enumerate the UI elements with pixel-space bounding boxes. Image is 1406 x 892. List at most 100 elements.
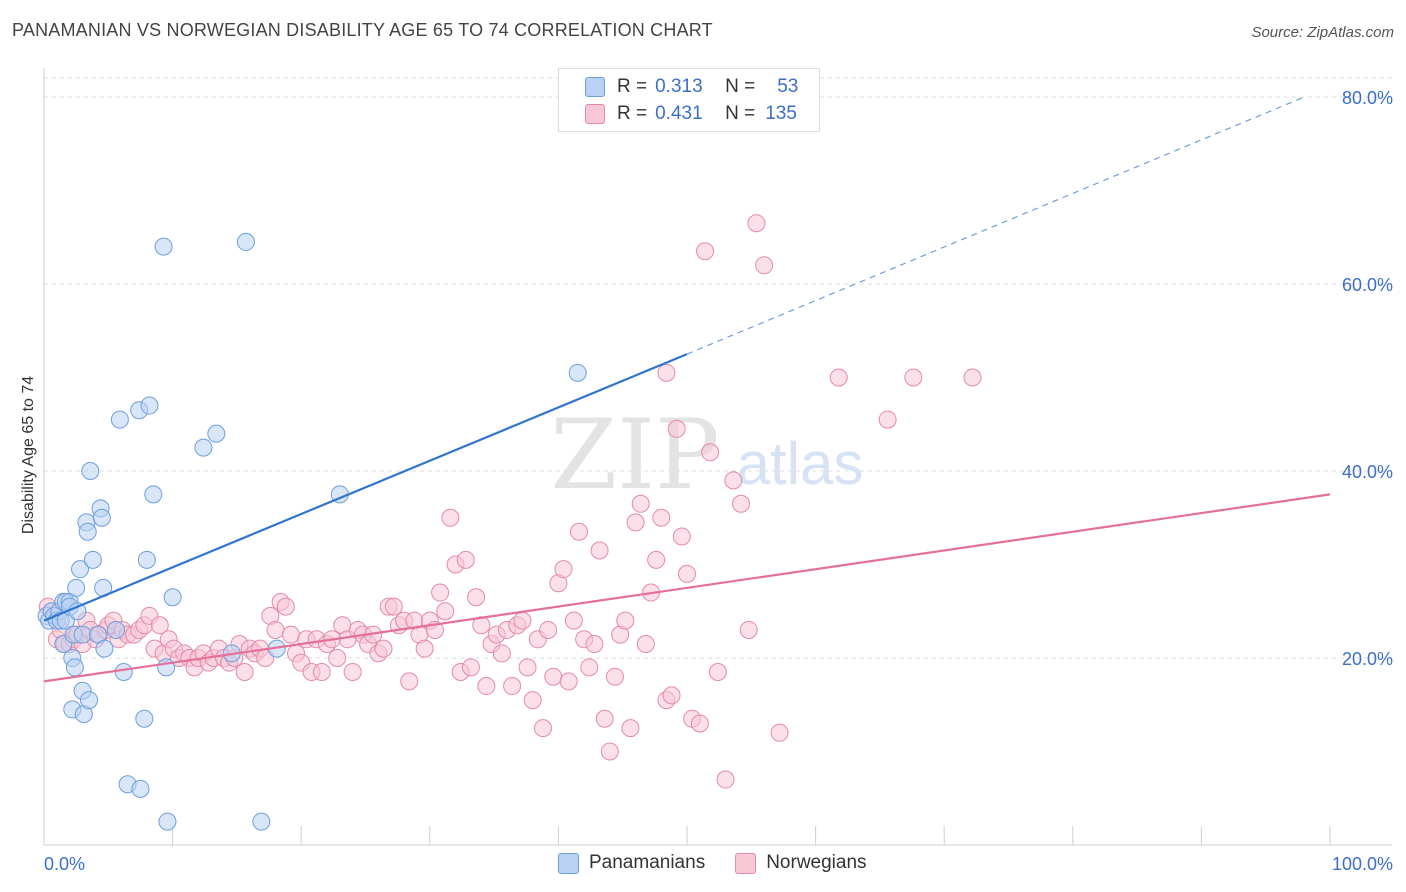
point-panamanians: [110, 410, 129, 429]
legend-swatch-blue: [585, 77, 605, 97]
point-norwegians: [696, 242, 715, 261]
y-tick-label: 80.0%: [1342, 88, 1393, 108]
legend-n-label: N =: [725, 76, 756, 97]
point-norwegians: [400, 672, 419, 691]
point-norwegians: [533, 719, 552, 738]
point-norwegians: [621, 719, 640, 738]
point-norwegians: [150, 616, 169, 635]
point-panamanians: [163, 588, 182, 607]
point-norwegians: [963, 368, 982, 387]
y-tick-label: 60.0%: [1342, 275, 1393, 295]
point-norwegians: [652, 508, 671, 527]
x-tick-label: 0.0%: [44, 854, 85, 874]
legend-n-label: N =: [725, 103, 756, 124]
point-panamanians: [194, 438, 213, 457]
point-norwegians: [564, 611, 583, 630]
point-norwegians: [456, 550, 475, 569]
point-panamanians: [81, 462, 100, 480]
point-norwegians: [503, 677, 522, 696]
point-panamanians: [135, 709, 154, 728]
point-norwegians: [461, 658, 480, 677]
point-norwegians: [747, 214, 766, 233]
point-norwegians: [569, 522, 588, 541]
point-norwegians: [678, 564, 696, 583]
trendline-panamanians: [43, 353, 688, 622]
point-norwegians: [724, 471, 743, 490]
series-legend: Panamanians Norwegians: [558, 852, 897, 874]
point-panamanians: [207, 424, 226, 443]
point-norwegians: [739, 620, 758, 639]
point-panamanians: [114, 663, 133, 682]
point-panamanians: [236, 232, 255, 251]
point-panamanians: [107, 620, 126, 639]
point-panamanians: [83, 550, 102, 569]
point-norwegians: [732, 494, 751, 513]
point-norwegians: [647, 550, 666, 569]
point-panamanians: [95, 639, 114, 658]
point-norwegians: [266, 620, 285, 639]
point-panamanians: [131, 779, 150, 798]
point-norwegians: [467, 588, 486, 607]
y-tick-label: 40.0%: [1342, 462, 1393, 482]
correlation-legend: R = 0.313 N = 53 R = 0.431 N = 135: [558, 68, 820, 132]
point-panamanians: [252, 812, 271, 831]
point-norwegians: [539, 620, 558, 639]
legend-swatch-blue: [558, 852, 579, 874]
point-norwegians: [384, 597, 403, 616]
point-norwegians: [441, 508, 460, 527]
point-norwegians: [605, 667, 624, 686]
point-panamanians: [92, 508, 111, 527]
point-panamanians: [65, 658, 84, 677]
legend-swatch-pink: [585, 104, 605, 124]
point-norwegians: [328, 649, 347, 667]
point-norwegians: [585, 634, 604, 653]
legend-label: Panamanians: [589, 852, 706, 873]
point-panamanians: [158, 812, 177, 831]
point-norwegians: [235, 663, 254, 682]
x-tick-label: 100.0%: [1332, 854, 1393, 874]
point-norwegians: [667, 419, 686, 438]
point-norwegians: [415, 639, 434, 658]
legend-row-panamanians: R = 0.313 N = 53: [585, 76, 798, 98]
point-norwegians: [701, 443, 720, 462]
point-norwegians: [513, 611, 532, 630]
trendline-panamanians-extension: [686, 96, 1305, 355]
point-norwegians: [544, 667, 563, 686]
point-norwegians: [755, 256, 774, 275]
watermark-atlas: atlas: [737, 430, 864, 497]
legend-r-label: R =: [617, 76, 648, 97]
legend-item-norwegians[interactable]: Norwegians: [735, 852, 867, 874]
point-panamanians: [137, 550, 156, 569]
point-norwegians: [559, 672, 578, 691]
point-norwegians: [374, 639, 393, 658]
point-panamanians: [154, 237, 173, 256]
point-panamanians: [144, 485, 163, 504]
point-panamanians: [157, 658, 176, 677]
watermark-zip: ZIP: [550, 399, 719, 511]
point-panamanians: [71, 560, 90, 579]
legend-r-value: 0.431: [655, 103, 703, 124]
point-norwegians: [672, 527, 691, 546]
legend-row-norwegians: R = 0.431 N = 135: [585, 103, 797, 125]
point-panamanians: [80, 691, 99, 710]
point-norwegians: [595, 709, 614, 728]
legend-item-panamanians[interactable]: Panamanians: [558, 852, 705, 874]
point-norwegians: [492, 644, 511, 663]
point-norwegians: [829, 368, 848, 387]
legend-swatch-pink: [735, 852, 757, 874]
legend-r-label: R =: [617, 103, 648, 124]
point-norwegians: [431, 583, 450, 602]
y-tick-label: 20.0%: [1342, 649, 1393, 669]
legend-n-value: 135: [765, 103, 797, 124]
point-norwegians: [631, 494, 650, 513]
point-norwegians: [518, 658, 537, 677]
point-panamanians: [67, 578, 86, 597]
point-norwegians: [554, 560, 573, 579]
point-norwegians: [436, 602, 455, 621]
point-panamanians: [568, 363, 587, 382]
point-panamanians: [73, 625, 92, 644]
trendline-norwegians: [43, 493, 1331, 683]
point-norwegians: [690, 714, 709, 733]
legend-n-value: 53: [777, 76, 799, 97]
